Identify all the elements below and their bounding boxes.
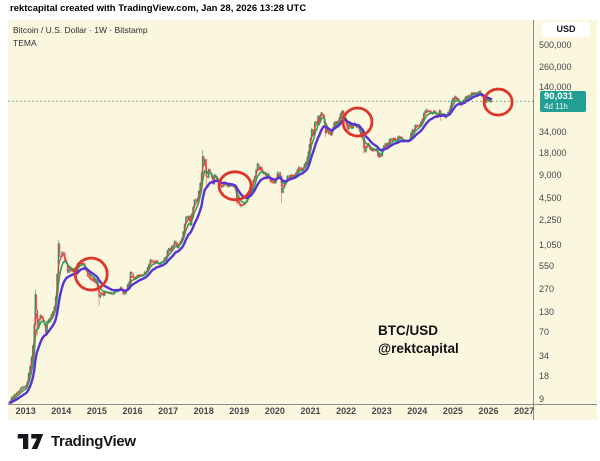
year-tick-label: 2015	[86, 406, 107, 416]
year-tick-label: 2023	[371, 406, 392, 416]
price-tick-label: 4,500	[539, 192, 562, 203]
tradingview-logo-icon	[17, 433, 44, 450]
current-price-tag: 90,031 4d 11h	[540, 91, 586, 113]
price-tick-label: 270	[539, 283, 555, 294]
indicator-label[interactable]: TEMA	[13, 38, 37, 48]
watermark-symbol: BTC/USD	[378, 323, 438, 338]
chart-watermark: BTC/USD @rektcapital	[378, 322, 459, 358]
year-tick-label: 2024	[407, 406, 428, 416]
year-tick-label: 2026	[478, 406, 499, 416]
year-tick-label: 2020	[264, 406, 285, 416]
price-tick-label: 9	[539, 393, 545, 404]
symbol-title[interactable]: Bitcoin / U.S. Dollar · 1W · Bitstamp	[13, 25, 148, 35]
price-tick-label: 70	[539, 327, 550, 338]
price-tick-label: 130	[539, 307, 555, 318]
annotation-circle	[217, 170, 253, 202]
chart-background	[8, 20, 597, 420]
year-tick-label: 2014	[51, 406, 72, 416]
price-tick-label: 2,250	[539, 215, 562, 226]
year-tick-label: 2016	[122, 406, 143, 416]
attribution: rektcapital created with TradingView.com…	[10, 3, 306, 14]
tradingview-wordmark: TradingView	[51, 433, 136, 450]
bar-countdown: 4d 11h	[544, 102, 568, 112]
price-tick-label: 500,000	[539, 40, 572, 51]
price-tick-label: 9,000	[539, 170, 562, 181]
tradingview-footer: TradingView	[17, 433, 136, 450]
year-tick-label: 2013	[15, 406, 36, 416]
currency-button-usd[interactable]: USD	[542, 22, 590, 37]
year-tick-label: 2017	[158, 406, 179, 416]
annotation-circle	[73, 256, 109, 292]
price-tick-label: 18	[539, 371, 550, 382]
year-tick-label: 2019	[229, 406, 250, 416]
price-tick-label: 1,050	[539, 239, 562, 250]
year-tick-label: 2027	[514, 406, 535, 416]
annotation-circle	[482, 87, 514, 117]
price-tick-label: 260,000	[539, 61, 572, 72]
year-tick-label: 2022	[336, 406, 357, 416]
year-tick-label: 2018	[193, 406, 214, 416]
watermark-handle: @rektcapital	[378, 341, 459, 356]
attribution-text: rektcapital created with TradingView.com…	[10, 3, 307, 14]
year-tick-label: 2021	[300, 406, 321, 416]
price-tick-label: 550	[539, 260, 555, 271]
price-tick-label: 140,000	[539, 81, 572, 92]
year-tick-label: 2025	[442, 406, 463, 416]
current-price-value: 90,031	[544, 91, 574, 103]
annotation-circle	[341, 106, 374, 138]
price-tick-label: 34,000	[539, 127, 567, 138]
price-tick-label: 18,000	[539, 147, 567, 158]
price-tick-label: 34	[539, 350, 550, 361]
